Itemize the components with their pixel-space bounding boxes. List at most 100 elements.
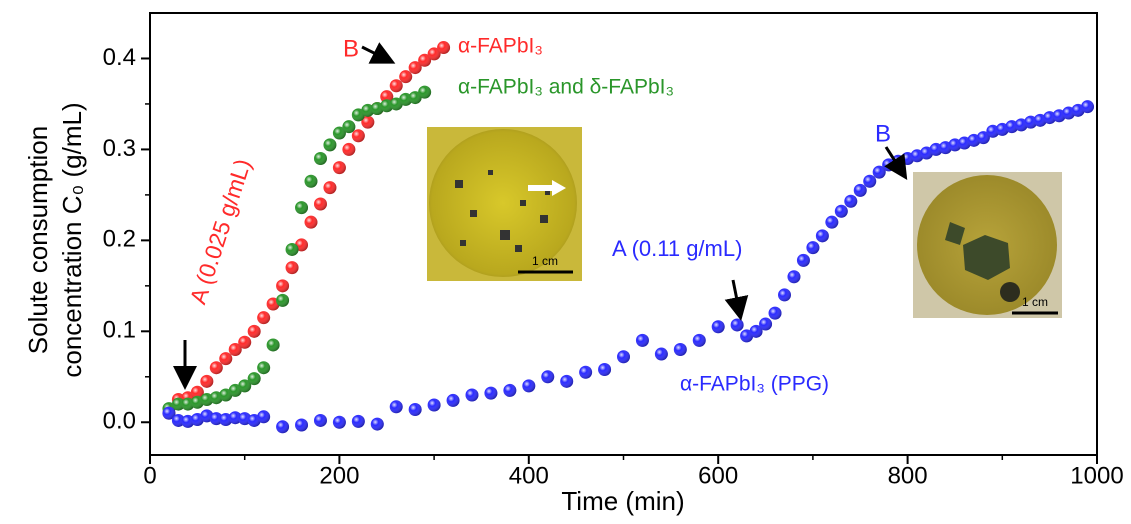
point-shine (266, 338, 280, 352)
x-axis-label: Time (min) (561, 486, 684, 516)
point-shine (711, 320, 725, 334)
point-shine (332, 161, 346, 175)
annotation: A (0.025 g/mL) (184, 156, 255, 308)
point-shine (806, 241, 820, 255)
point-shine (579, 365, 593, 379)
y-tick-label: 0.1 (103, 317, 136, 344)
point-shine (730, 318, 744, 332)
point-shine (370, 417, 384, 431)
series-label: α-FAPbI₃ (PPG) (680, 373, 829, 396)
inset-photo-2: 1 cm (913, 172, 1062, 318)
point-shine (257, 311, 271, 325)
point-shine (844, 194, 858, 208)
series-label: α-FAPbI₃ and δ-FAPbI₃ (458, 76, 674, 99)
point-shine (834, 204, 848, 218)
inset-photo-1: 1 cm (427, 127, 582, 281)
point-shine (408, 403, 422, 417)
y-tick-label: 0.0 (103, 408, 136, 435)
point-shine (276, 279, 290, 293)
point-shine (418, 53, 432, 67)
point-shine (408, 61, 422, 75)
point-shine (815, 229, 829, 243)
x-tick-label: 200 (319, 462, 359, 489)
point-shine (777, 288, 791, 302)
point-shine (853, 183, 867, 197)
point-shine (295, 201, 309, 215)
point-shine (427, 398, 441, 412)
point-shine (825, 215, 839, 229)
point-shine (976, 131, 990, 145)
point-shine (617, 350, 630, 364)
point-shine (276, 293, 290, 307)
point-shine (351, 414, 365, 428)
point-shine (351, 129, 365, 143)
point-shine (598, 363, 612, 377)
y-tick-label: 0.3 (103, 135, 136, 162)
point-shine (323, 138, 337, 152)
y-axis-label: concentration C₀ (g/mL) (57, 102, 87, 377)
point-shine (692, 333, 706, 347)
point-shine (437, 41, 451, 55)
point-shine (162, 406, 176, 420)
point-shine (484, 386, 498, 400)
x-tick-label: 600 (698, 462, 738, 489)
point-shine (635, 333, 649, 347)
point-shine (342, 142, 356, 156)
point-shine (522, 379, 536, 393)
point-shine (863, 174, 877, 188)
point-shine (654, 347, 668, 361)
point-shine (285, 261, 299, 275)
scale-label: 1 cm (1022, 295, 1048, 309)
point-shine (276, 420, 290, 434)
point-shine (313, 197, 327, 211)
point-shine (238, 335, 252, 349)
x-tick-label: 800 (888, 462, 928, 489)
point-shine (749, 324, 763, 338)
y-tick-label: 0.4 (103, 44, 136, 71)
point-shine (787, 270, 801, 284)
point-shine (418, 85, 432, 99)
point-shine (560, 374, 574, 388)
point-shine (380, 90, 394, 104)
point-shine (313, 413, 327, 427)
point-shine (768, 306, 782, 320)
point-shine (238, 379, 252, 393)
x-tick-label: 0 (143, 462, 156, 489)
point-shine (872, 165, 886, 179)
point-shine (446, 393, 460, 407)
y-axis-label: Solute consumption (23, 126, 53, 354)
point-shine (541, 370, 555, 384)
point-shine (200, 374, 214, 388)
point-shine (427, 47, 441, 61)
point-shine (257, 410, 271, 424)
annotation-arrow (361, 42, 396, 64)
x-tick-label: 400 (509, 462, 549, 489)
point-shine (759, 317, 773, 331)
point-shine (389, 400, 403, 414)
point-shine (389, 79, 403, 93)
y-tick-label: 0.2 (103, 226, 136, 253)
series-label: α-FAPbI₃ (458, 35, 543, 58)
point-shine (209, 412, 223, 426)
point-shine (228, 411, 242, 425)
point-shine (361, 115, 375, 129)
annotation: B (343, 35, 359, 62)
point-shine (171, 397, 185, 411)
annotation: B (875, 120, 891, 147)
point-shine (332, 126, 346, 140)
point-shine (295, 418, 309, 432)
point-shine (408, 91, 422, 105)
point-shine (304, 215, 318, 229)
annotation-arrow (884, 146, 908, 181)
point-shine (399, 70, 413, 84)
point-shine (247, 324, 261, 338)
point-shine (313, 152, 327, 166)
point-shine (342, 120, 356, 134)
point-shine (465, 388, 479, 402)
point-shine (304, 174, 318, 188)
point-shine (247, 372, 261, 386)
point-shine (285, 242, 299, 256)
point-shine (323, 181, 337, 195)
annotation: A (0.11 g/mL) (612, 236, 742, 261)
